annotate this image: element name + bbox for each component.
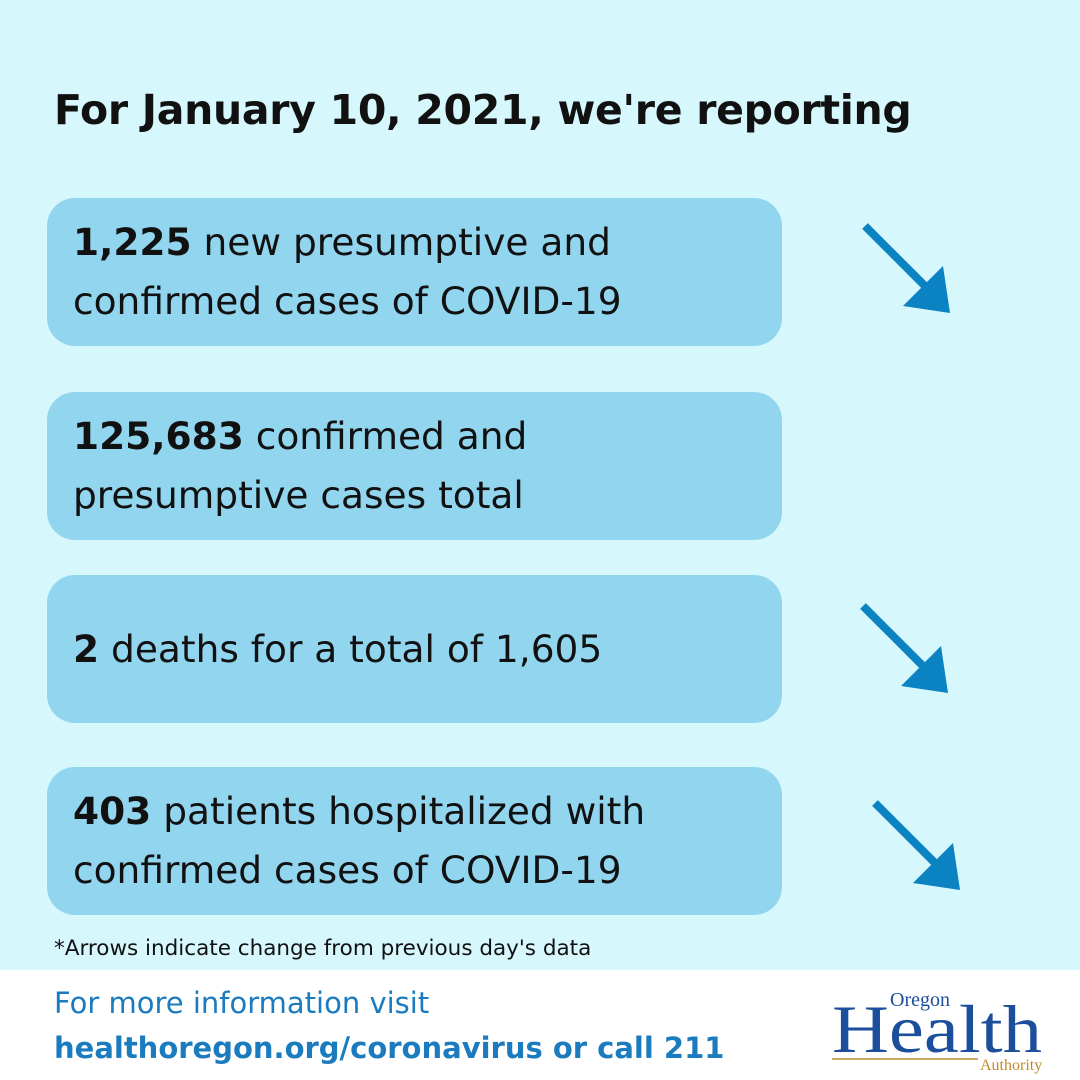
stat-line: 2 deaths for a total of 1,605	[73, 620, 762, 679]
arrows-footnote: *Arrows indicate change from previous da…	[54, 936, 592, 961]
website-and-phone-link[interactable]: healthoregon.org/coronavirus or call 211	[54, 1031, 725, 1065]
new-cases-card: 1,225 new presumptive and confirmed case…	[47, 198, 782, 346]
down-right-arrow-icon	[862, 223, 950, 313]
stat-line: 125,683 confirmed and	[73, 407, 762, 466]
deaths-label: deaths for a total of 1,605	[99, 626, 603, 671]
logo-oregon-word: Oregon	[890, 989, 950, 1011]
hospitalized-label-continued: confirmed cases of COVID-19	[73, 848, 622, 892]
deaths-card: 2 deaths for a total of 1,605	[47, 575, 782, 723]
oregon-health-authority-logo: Oregon Health Authority	[832, 989, 1042, 1074]
deaths-number: 2	[73, 626, 100, 671]
hospitalized-label: patients hospitalized with	[151, 789, 646, 833]
footer: For more information visit healthoregon.…	[0, 970, 1080, 1080]
down-right-arrow-icon	[860, 603, 948, 693]
headline: For January 10, 2021, we're reporting	[54, 86, 912, 134]
total-cases-number: 125,683	[73, 414, 244, 458]
down-right-arrow-icon	[872, 800, 960, 890]
logo-health-word: Health	[832, 991, 1042, 1067]
total-cases-card: 125,683 confirmed and presumptive cases …	[47, 392, 782, 540]
new-cases-label: new presumptive and	[191, 220, 611, 264]
total-cases-label-continued: presumptive cases total	[73, 473, 524, 517]
new-cases-number: 1,225	[73, 220, 192, 264]
new-cases-label-continued: confirmed cases of COVID-19	[73, 279, 622, 323]
stat-line: 403 patients hospitalized with	[73, 782, 762, 841]
more-info-text: For more information visit	[54, 986, 430, 1020]
stat-line: 1,225 new presumptive and	[73, 213, 762, 272]
hospitalized-number: 403	[73, 789, 152, 833]
total-cases-label: confirmed and	[243, 414, 528, 458]
logo-authority-word: Authority	[980, 1057, 1042, 1074]
hospitalized-card: 403 patients hospitalized with confirmed…	[47, 767, 782, 915]
